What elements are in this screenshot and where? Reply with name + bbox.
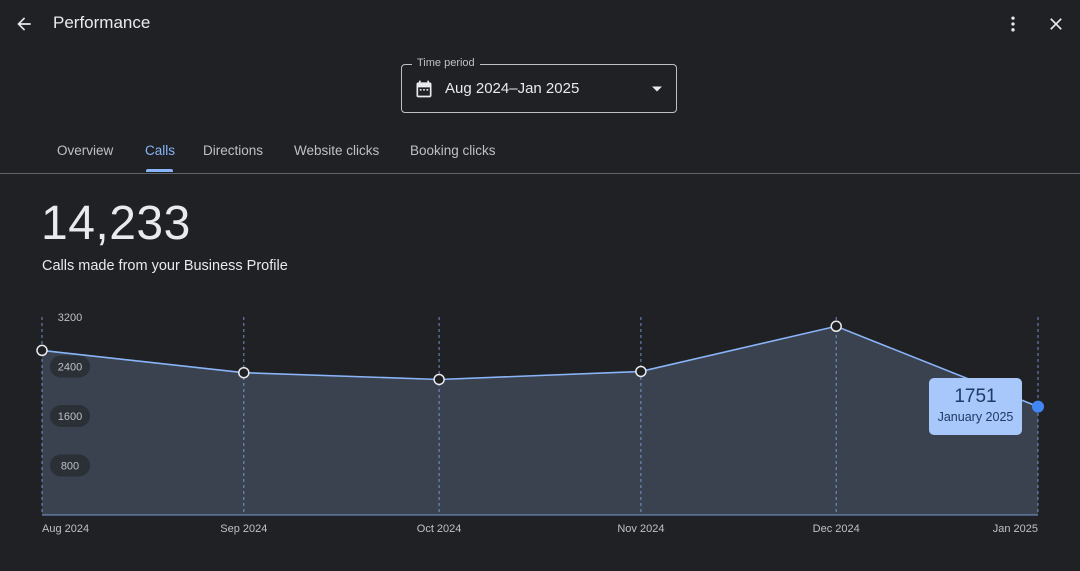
page-title: Performance bbox=[53, 13, 151, 32]
data-point bbox=[830, 320, 842, 333]
y-tick-label: 1600 bbox=[58, 411, 82, 423]
y-tick-label: 800 bbox=[61, 461, 79, 473]
x-tick-label: Dec 2024 bbox=[813, 523, 860, 535]
tab-calls[interactable]: Calls bbox=[145, 143, 176, 158]
total-calls-description: Calls made from your Business Profile bbox=[42, 258, 288, 274]
x-tick-label: Nov 2024 bbox=[617, 523, 664, 535]
y-tick-pill-800 bbox=[50, 454, 90, 477]
chart-area-fill bbox=[42, 326, 1038, 515]
tab-overview[interactable]: Overview bbox=[57, 143, 114, 158]
calls-chart: 800 1600 2400 3200 Aug 2024 Sep 2024 Oct 2024 N… bbox=[36, 312, 1044, 535]
top-bar: Performance bbox=[0, 0, 1080, 50]
y-tick-pill-1600 bbox=[50, 405, 90, 427]
tooltip-label: January 2025 bbox=[937, 410, 1014, 424]
dropdown-caret-icon bbox=[652, 86, 662, 92]
tab-directions[interactable]: Directions bbox=[203, 143, 264, 158]
data-point bbox=[635, 365, 647, 378]
data-point bbox=[36, 344, 48, 357]
calendar-icon bbox=[416, 80, 432, 98]
data-point bbox=[433, 373, 445, 386]
active-tab-indicator bbox=[146, 169, 173, 172]
y-tick-label: 3200 bbox=[58, 312, 82, 324]
more-vert-icon bbox=[1011, 16, 1015, 32]
time-period-label: Time period bbox=[412, 57, 480, 69]
tab-bar: Overview Calls Directions Website clicks… bbox=[0, 128, 1080, 174]
x-tick-label: Jan 2025 bbox=[993, 523, 1038, 535]
back-arrow-icon bbox=[17, 17, 31, 31]
time-period-value: Aug 2024–Jan 2025 bbox=[445, 80, 580, 97]
total-calls-value: 14,233 bbox=[41, 197, 191, 250]
y-tick-label: 2400 bbox=[58, 362, 82, 374]
tab-website-clicks[interactable]: Website clicks bbox=[294, 143, 380, 158]
back-button[interactable] bbox=[8, 8, 40, 40]
tab-booking-clicks[interactable]: Booking clicks bbox=[410, 143, 496, 158]
close-button[interactable] bbox=[1040, 8, 1072, 40]
x-tick-label: Sep 2024 bbox=[220, 523, 267, 535]
time-period-select[interactable]: Time period Aug 2024–Jan 2025 bbox=[401, 57, 677, 113]
data-point-selected bbox=[1032, 400, 1044, 413]
more-options-button[interactable] bbox=[997, 8, 1029, 40]
series-line bbox=[41, 325, 1039, 408]
close-icon bbox=[1050, 18, 1062, 30]
x-tick-label: Aug 2024 bbox=[42, 523, 89, 535]
x-tick-label: Oct 2024 bbox=[417, 523, 462, 535]
data-point bbox=[238, 366, 250, 379]
tooltip-value: 1751 bbox=[954, 386, 997, 407]
chart-tooltip: 1751 January 2025 bbox=[929, 378, 1022, 435]
y-tick-pill-2400 bbox=[50, 355, 90, 378]
